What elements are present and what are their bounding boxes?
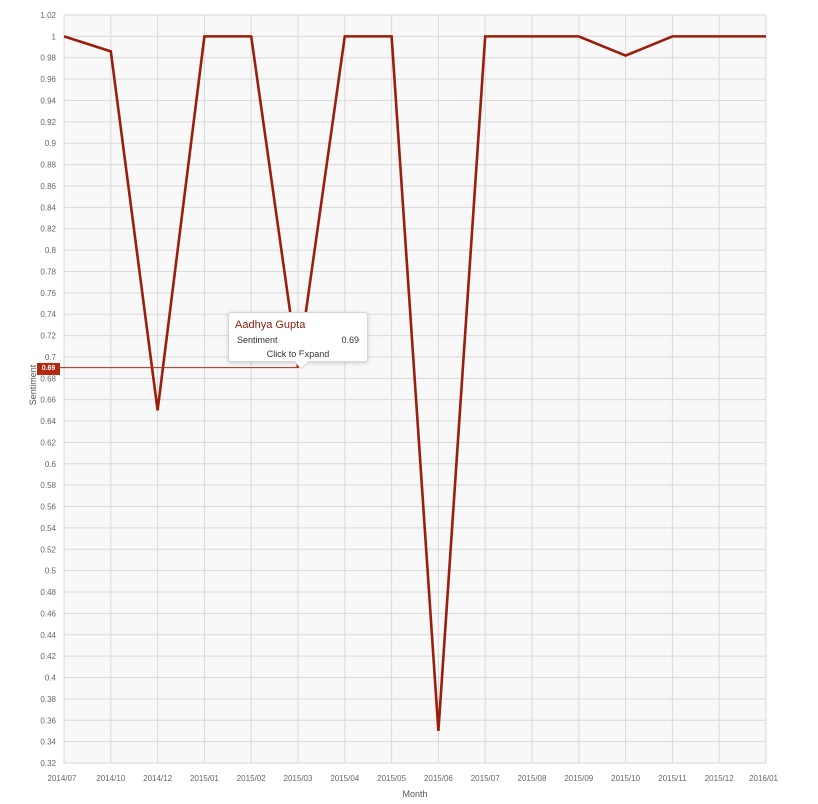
- y-tick-label: 0.52: [40, 545, 56, 554]
- x-tick-label: 2015/04: [330, 774, 359, 783]
- y-tick-label: 0.48: [40, 588, 56, 597]
- x-tick-label: 2014/10: [96, 774, 125, 783]
- y-tick-label: 0.56: [40, 503, 56, 512]
- y-tick-label: 0.5: [45, 567, 57, 576]
- y-tick-label: 0.32: [40, 759, 56, 768]
- x-tick-label: 2015/03: [284, 774, 313, 783]
- x-tick-label: 2015/01: [190, 774, 219, 783]
- y-tick-label: 0.88: [40, 161, 56, 170]
- x-tick-label: 2015/05: [377, 774, 406, 783]
- y-tick-label: 0.46: [40, 609, 56, 618]
- x-tick-label: 2015/10: [611, 774, 640, 783]
- y-tick-label: 0.76: [40, 289, 56, 298]
- y-tick-label: 0.4: [45, 674, 57, 683]
- y-tick-label: 0.64: [40, 417, 56, 426]
- y-tick-label: 0.82: [40, 225, 56, 234]
- x-gridlines: [63, 15, 767, 763]
- y-tick-label: 0.34: [40, 738, 56, 747]
- y-tick-label: 0.54: [40, 524, 56, 533]
- y-tick-label: 0.86: [40, 182, 56, 191]
- tooltip-metric-value: 0.69: [341, 335, 359, 345]
- y-tick-label: 0.96: [40, 75, 56, 84]
- y-tick-label: 0.94: [40, 96, 56, 105]
- x-tick-label: 2015/07: [471, 774, 500, 783]
- tooltip-metric-label: Sentiment: [237, 335, 278, 345]
- y-axis-title: Sentiment: [28, 364, 38, 405]
- x-tick-label: 2014/07: [48, 774, 77, 783]
- y-tick-label: 0.92: [40, 118, 56, 127]
- sentiment-series-line[interactable]: [63, 35, 766, 732]
- tooltip-expand-link[interactable]: Click to Expand: [266, 349, 330, 359]
- x-tick-label: 2015/06: [424, 774, 453, 783]
- y-tick-label: 0.44: [40, 631, 56, 640]
- y-tick-label: 0.98: [40, 54, 56, 63]
- x-tick-label: 2015/12: [705, 774, 734, 783]
- y-tick-label: 0.8: [45, 246, 57, 255]
- y-tick-label: 0.42: [40, 652, 56, 661]
- x-axis-title: Month: [402, 789, 427, 799]
- y-tick-label: 0.9: [45, 139, 57, 148]
- x-tick-label: 2016/01: [749, 774, 778, 783]
- y-tick-label: 1.02: [40, 11, 56, 20]
- y-tick-label: 0.62: [40, 438, 56, 447]
- tooltip[interactable]: Aadhya Gupta Sentiment 0.69 Click to Exp…: [228, 312, 368, 370]
- y-tick-label: 0.36: [40, 716, 56, 725]
- y-tick-label: 0.84: [40, 203, 56, 212]
- y-tick-label: 1: [52, 32, 57, 41]
- y-tick-label: 0.7: [45, 353, 57, 362]
- y-tick-label: 0.68: [40, 374, 56, 383]
- x-axis-ticks: 2014/07 2014/10 2014/12 2015/01 2015/02 2015/…: [48, 774, 779, 783]
- crosshair-value-badge: 0.69: [37, 363, 60, 375]
- tooltip-title: Aadhya Gupta: [235, 319, 306, 331]
- y-tick-label: 0.74: [40, 310, 56, 319]
- y-tick-label: 0.58: [40, 481, 56, 490]
- y-tick-label: 0.78: [40, 267, 56, 276]
- x-tick-label: 2015/09: [564, 774, 593, 783]
- y-axis-ticks: 0.32 0.34 0.36 0.38 0.4 0.42 0.44 0.46 0.48 0.5 0.…: [40, 11, 56, 768]
- y-tick-label: 0.6: [45, 460, 57, 469]
- x-tick-label: 2015/08: [518, 774, 547, 783]
- x-tick-label: 2014/12: [143, 774, 172, 783]
- y-tick-label: 0.66: [40, 396, 56, 405]
- y-gridlines: [64, 14, 766, 764]
- x-tick-label: 2015/11: [658, 774, 687, 783]
- x-tick-label: 2015/02: [237, 774, 266, 783]
- y-tick-label: 0.72: [40, 332, 56, 341]
- y-tick-label: 0.38: [40, 695, 56, 704]
